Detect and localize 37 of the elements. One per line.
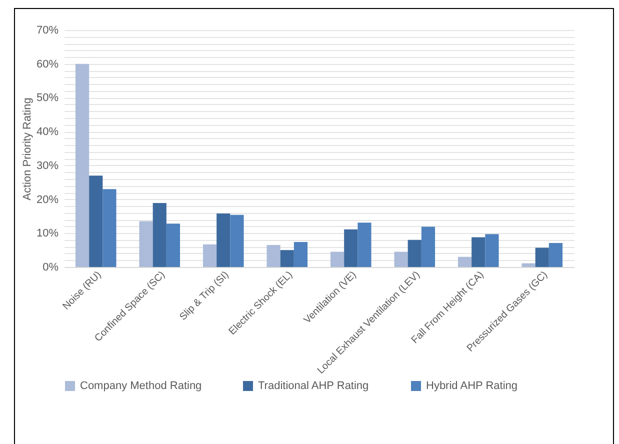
y-tick-label: 30% — [36, 160, 59, 172]
y-tick-label: 20% — [36, 194, 59, 206]
bar — [75, 64, 90, 267]
bar — [102, 189, 116, 267]
x-tick-label: Slip & Trip (SI) — [178, 270, 232, 323]
y-tick-label: 40% — [36, 126, 59, 138]
bar — [216, 214, 230, 267]
legend-label: Traditional AHP Rating — [258, 380, 369, 392]
bar — [485, 234, 499, 267]
bar — [358, 222, 372, 267]
y-tick-label: 70% — [36, 24, 59, 36]
bar — [330, 252, 344, 267]
bar — [522, 263, 536, 267]
bar — [394, 252, 408, 267]
bar — [266, 244, 280, 267]
y-tick-label: 10% — [36, 228, 59, 240]
legend-label: Hybrid AHP Rating — [426, 380, 518, 392]
bar — [535, 248, 549, 267]
bar — [166, 224, 180, 267]
y-tick-label: 0% — [42, 262, 59, 274]
bar — [458, 256, 472, 267]
bar — [89, 176, 103, 267]
bar — [548, 242, 563, 267]
y-tick-label: 60% — [36, 58, 59, 70]
bar — [152, 203, 166, 267]
bar — [408, 240, 422, 267]
bar — [421, 226, 436, 267]
bar — [280, 250, 294, 267]
y-axis-title: Action Priority Rating — [21, 98, 34, 200]
y-tick-label: 50% — [36, 92, 59, 104]
bar — [472, 237, 486, 267]
bar — [202, 244, 217, 267]
bar — [230, 214, 244, 267]
bar — [294, 242, 308, 267]
bar — [139, 221, 153, 267]
legend-label: Company Method Rating — [80, 380, 202, 392]
bar — [344, 229, 358, 267]
